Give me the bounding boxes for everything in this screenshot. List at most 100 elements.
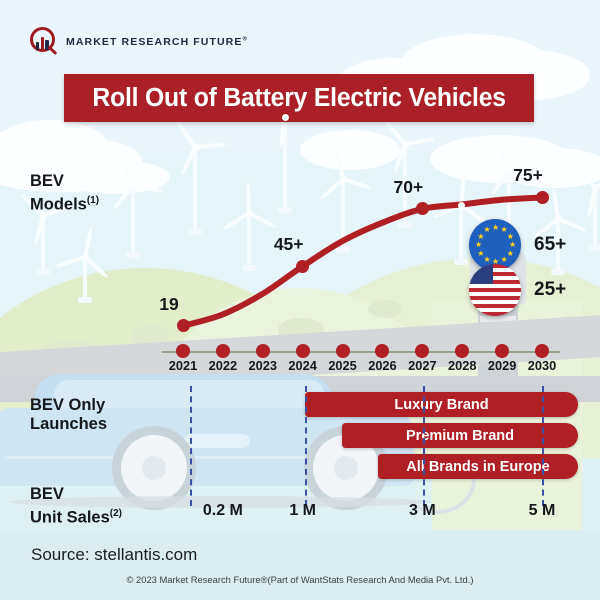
eu-flag-icon: ★ ★ ★ ★ ★ ★ ★ ★ ★ ★ ★ ★: [469, 219, 521, 271]
eu-star-icon: ★: [492, 223, 500, 232]
eu-star-icon: ★: [475, 240, 483, 249]
unit-sales-02M: 0.2 M: [202, 502, 243, 519]
year-label-2026: 2026: [368, 358, 397, 373]
bev-models-label-line2: Models(1): [30, 195, 100, 214]
wind-turbine-icon: [112, 157, 163, 258]
us-stripe: [469, 312, 521, 316]
data-point-2021: [176, 319, 190, 333]
footnote-marker-2: (2): [109, 508, 123, 519]
brand-logo[interactable]: MARKET RESEARCH FUTURE®: [30, 27, 248, 57]
guide-dash-5m: [542, 386, 544, 506]
year-label-2024: 2024: [288, 358, 317, 373]
wind-turbine-icon: [222, 182, 277, 271]
guide-dash-3m: [423, 386, 425, 506]
axis-dot-2021: [176, 344, 190, 358]
bev-only-launch-bars: Luxury Brand Premium Brand All Brands in…: [0, 386, 600, 479]
guide-dash-0-2m: [190, 386, 192, 506]
us-stripe: [469, 292, 521, 296]
data-point-2024: [296, 259, 310, 273]
cloud-icon: [300, 130, 400, 170]
wind-turbine-icon: [384, 119, 435, 228]
brand-logo-text: MARKET RESEARCH FUTURE®: [66, 36, 248, 48]
bev-sales-label-line2: Unit Sales(2): [30, 508, 123, 527]
wind-turbine-icon: [571, 165, 600, 251]
unit-sales-5M: 5 M: [528, 502, 556, 519]
eu-star-icon: ★: [500, 254, 508, 264]
magnifier-bar-chart-icon: [30, 27, 60, 57]
year-label-2027: 2027: [408, 358, 437, 373]
bev-models-row-label: BEV Models(1): [30, 172, 99, 215]
bush-icon: [368, 300, 402, 318]
axis-dot-2028: [455, 344, 470, 358]
footer-background: [0, 530, 600, 600]
data-point-2027: [415, 202, 429, 216]
launch-bar-premium[interactable]: Premium Brand: [342, 423, 578, 448]
bev-models-line-chart: 2021 2022 2023 2024 2025 2026 2027 2028 2029 2030…: [0, 150, 600, 380]
unit-sales-3M: 3 M: [408, 502, 436, 519]
brand-logo-label: MARKET RESEARCH FUTURE: [66, 36, 243, 48]
eu-flag-callout: ★ ★ ★ ★ ★ ★ ★ ★ ★ ★ ★ ★ 65+: [469, 219, 566, 271]
axis-dot-2022: [215, 344, 230, 358]
wind-turbine-icon: [432, 174, 487, 265]
data-label-2027: 70+: [393, 176, 424, 197]
eu-star-icon: ★: [483, 254, 491, 264]
us-stripe: [469, 304, 521, 308]
us-stripe: [469, 308, 521, 312]
launch-bar-luxury-label: Luxury Brand: [394, 396, 489, 413]
eu-star-icon: ★: [506, 231, 514, 241]
eu-star-icon: ★: [477, 231, 485, 241]
eu-star-icon: ★: [477, 248, 485, 258]
eu-star-icon: ★: [509, 240, 517, 249]
electric-car-illustration: [0, 374, 424, 510]
wind-turbine-icon: [260, 96, 314, 213]
us-stripe: [469, 264, 521, 268]
wind-turbine-icon: [533, 189, 587, 275]
axis-dot-2025: [335, 344, 350, 358]
us-stripe: [469, 284, 521, 288]
us-stripe: [469, 288, 521, 292]
bev-launches-label-line2: Launches: [30, 415, 108, 433]
bev-launches-label-line1: BEV Only: [30, 396, 106, 414]
registered-mark: ®: [242, 36, 248, 43]
us-stripe: [469, 280, 521, 284]
unit-sales-1M: 1 M: [289, 502, 316, 519]
year-label-2023: 2023: [248, 358, 277, 373]
car-shadow: [10, 496, 430, 508]
us-stripe: [469, 300, 521, 304]
data-point-2030: [535, 190, 549, 204]
eu-star-icon: ★: [500, 225, 508, 235]
axis-dot-2024: [295, 344, 310, 358]
axis-dot-2030: [535, 344, 549, 358]
data-label-2030: 75+: [513, 165, 543, 186]
year-label-2029: 2029: [487, 358, 517, 373]
wind-turbine-icon: [176, 121, 226, 235]
bev-sales-row-label: BEV Unit Sales(2): [30, 485, 122, 528]
bev-sales-label-line1: BEV: [30, 485, 64, 503]
guide-dash-1m: [305, 386, 307, 506]
chart-axis-line: [162, 351, 560, 353]
launch-bar-all-brands[interactable]: All Brands in Europe: [378, 454, 578, 479]
axis-dot-2027: [415, 344, 430, 358]
us-stripe: [469, 272, 521, 276]
us-flag-icon: [469, 264, 521, 316]
data-label-2021: 19: [159, 293, 179, 314]
bev-launches-row-label: BEV Only Launches: [30, 396, 107, 434]
us-stripe: [469, 276, 521, 280]
us-flag-callout: 25+: [469, 264, 566, 316]
launch-bar-premium-label: Premium Brand: [406, 427, 514, 444]
us-stripe: [469, 268, 521, 272]
year-label-2030: 2030: [527, 358, 557, 373]
page-title: Roll Out of Battery Electric Vehicles: [92, 83, 506, 112]
year-label-2028: 2028: [447, 358, 477, 373]
axis-dot-2029: [495, 344, 510, 358]
year-label-2025: 2025: [328, 358, 357, 373]
axis-dot-2023: [255, 344, 270, 358]
eu-flag-value: 65+: [534, 234, 567, 255]
data-label-2024: 45+: [273, 234, 304, 255]
launch-bar-luxury[interactable]: Luxury Brand: [305, 392, 578, 417]
wind-turbine-icon: [55, 227, 109, 303]
eu-star-icon: ★: [506, 248, 514, 258]
title-banner: Roll Out of Battery Electric Vehicles: [64, 74, 534, 122]
wind-turbine-icon: [319, 149, 373, 253]
